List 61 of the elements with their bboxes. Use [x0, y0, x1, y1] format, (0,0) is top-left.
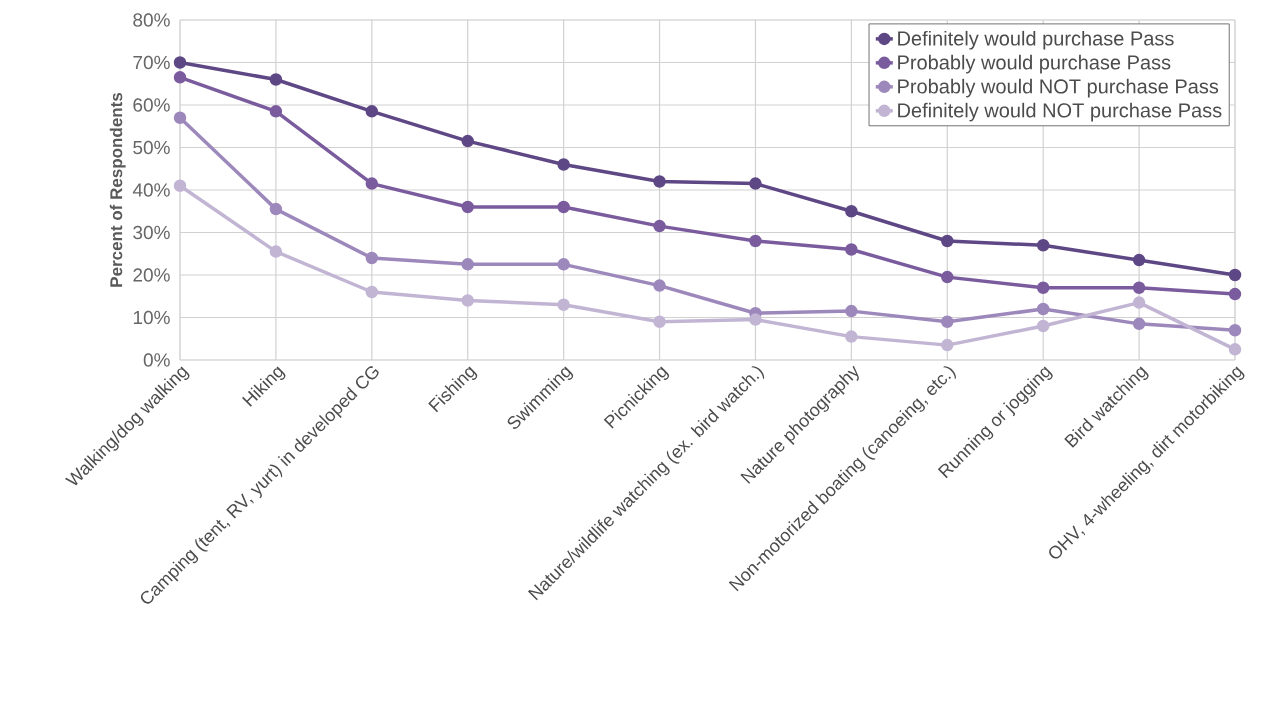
- point: [173, 56, 187, 69]
- point: [653, 175, 666, 188]
- point: [941, 270, 954, 284]
- point: [653, 279, 666, 292]
- point: [653, 219, 666, 233]
- point: [269, 245, 283, 258]
- point: [1228, 268, 1242, 282]
- point: [1228, 287, 1242, 301]
- point: [1036, 302, 1050, 316]
- y-tick-label: 20%: [133, 268, 170, 282]
- point: [1228, 324, 1242, 337]
- point: [749, 177, 762, 190]
- point: [749, 234, 762, 248]
- point: [461, 200, 474, 214]
- point: [1132, 296, 1146, 309]
- y-tick-label: 40%: [132, 183, 170, 197]
- legend-label: Definitely would purchase Pass: [898, 30, 1174, 50]
- y-tick-label: 50%: [133, 140, 170, 155]
- point: [557, 200, 570, 214]
- point: [461, 294, 474, 307]
- legend-label: Definitely would NOT purchase Pass: [898, 102, 1222, 122]
- point: [845, 205, 858, 218]
- point: [365, 285, 379, 299]
- point: [1036, 239, 1050, 252]
- y-tick-label: 80%: [133, 13, 170, 27]
- point: [173, 179, 187, 192]
- y-tick-label: 10%: [133, 310, 170, 325]
- point: [557, 258, 570, 271]
- y-axis-title: Percent of Respondents: [109, 92, 126, 287]
- point: [1036, 281, 1050, 294]
- point: [941, 234, 954, 248]
- point: [653, 315, 666, 328]
- point: [269, 202, 283, 216]
- point: [1132, 317, 1146, 331]
- y-tick-label: 30%: [133, 225, 170, 240]
- point: [749, 313, 762, 326]
- y-tick-label: 60%: [133, 98, 170, 112]
- point: [173, 111, 187, 124]
- point: [365, 251, 379, 265]
- point: [1132, 253, 1146, 267]
- point: [941, 315, 954, 328]
- point: [845, 304, 858, 318]
- legend-label: Probably would purchase Pass: [898, 54, 1171, 74]
- point: [365, 105, 379, 118]
- point: [1036, 319, 1050, 333]
- point: [461, 134, 474, 148]
- point: [173, 71, 187, 84]
- point: [1228, 343, 1242, 356]
- point: [845, 243, 858, 256]
- legend-label: Probably would NOT purchase Pass: [898, 78, 1219, 98]
- y-tick-label: 70%: [133, 55, 170, 70]
- y-tick-label: 0%: [143, 353, 170, 367]
- point: [365, 177, 379, 190]
- point: [269, 105, 283, 118]
- point: [557, 298, 570, 311]
- point: [557, 158, 570, 171]
- point: [461, 258, 474, 271]
- point: [941, 338, 954, 352]
- point: [269, 73, 283, 86]
- point: [1132, 281, 1146, 294]
- point: [845, 330, 858, 343]
